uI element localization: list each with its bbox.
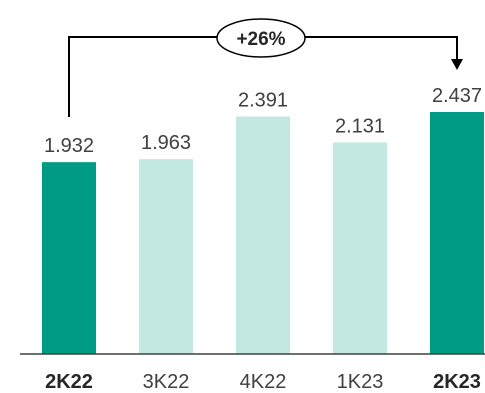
value-label-2k22: 1.932 bbox=[44, 135, 94, 157]
growth-badge-text: +26% bbox=[236, 29, 285, 50]
category-label-2k23: 2K23 bbox=[433, 371, 481, 393]
bar-2k23 bbox=[430, 112, 484, 354]
arrow-down-icon bbox=[451, 59, 463, 70]
category-label-2k22: 2K22 bbox=[45, 371, 93, 393]
bar-3k22 bbox=[139, 159, 193, 354]
value-label-2k23: 2.437 bbox=[432, 85, 482, 107]
bar-4k22 bbox=[236, 116, 290, 355]
value-label-4k22: 2.391 bbox=[238, 90, 288, 112]
bar-2k22 bbox=[42, 162, 96, 354]
growth-badge bbox=[216, 18, 306, 58]
bar-1k23 bbox=[333, 142, 387, 354]
value-label-1k23: 2.131 bbox=[335, 115, 385, 137]
category-label-3k22: 3K22 bbox=[143, 371, 190, 393]
category-label-1k23: 1K23 bbox=[337, 371, 384, 393]
value-label-3k22: 1.963 bbox=[141, 132, 191, 154]
category-label-4k22: 4K22 bbox=[240, 371, 287, 393]
